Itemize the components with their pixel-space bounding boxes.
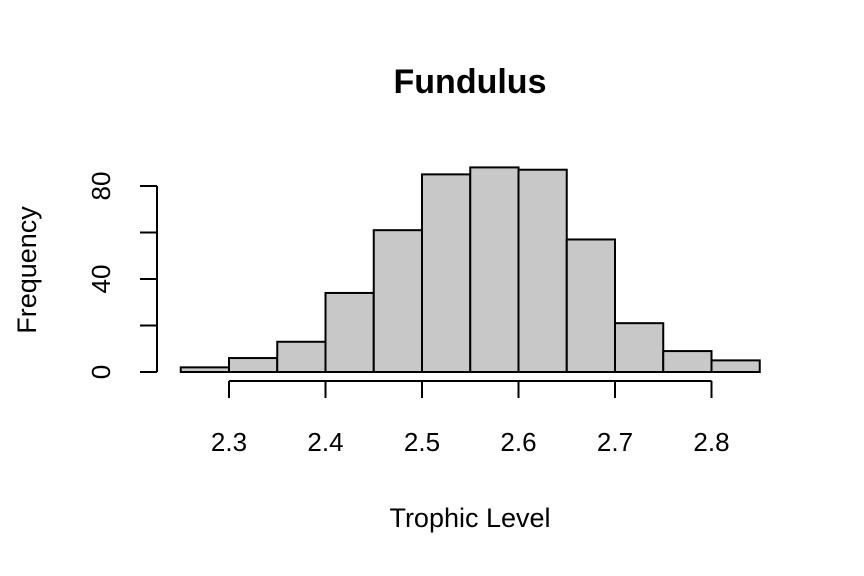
histogram-bar-2	[276, 340, 327, 373]
histogram-bar-11	[710, 359, 761, 373]
chart-title: Fundulus	[394, 63, 547, 101]
x-tick-label-3: 2.6	[500, 427, 536, 457]
histogram-bar-6	[469, 166, 520, 373]
x-tick-label-1: 2.4	[307, 427, 343, 457]
histogram-bar-7	[517, 168, 568, 373]
x-tick-label-5: 2.8	[693, 427, 729, 457]
x-axis-label: Trophic Level	[389, 503, 550, 533]
histogram-bar-9	[614, 322, 665, 373]
y-tick-label-0: 0	[86, 365, 116, 379]
y-axis-label: Frequency	[12, 206, 42, 334]
histogram-bar-10	[662, 350, 713, 374]
x-tick-label-4: 2.7	[597, 427, 633, 457]
histogram-bar-8	[565, 238, 616, 373]
x-tick-label-0: 2.3	[211, 427, 247, 457]
y-axis: 0 40 80	[86, 172, 158, 379]
y-tick-label-2: 40	[86, 265, 116, 294]
histogram-bar-5	[421, 173, 472, 373]
histogram-bar-4	[372, 229, 423, 373]
x-axis: 2.3 2.4 2.5 2.6 2.7 2.8	[211, 380, 730, 457]
histogram-bar-0	[179, 366, 230, 374]
y-tick-label-4: 80	[86, 172, 116, 201]
histogram-bar-3	[324, 291, 375, 374]
histogram-bars	[179, 166, 761, 374]
histogram-bar-1	[228, 357, 279, 373]
x-tick-label-2: 2.5	[404, 427, 440, 457]
